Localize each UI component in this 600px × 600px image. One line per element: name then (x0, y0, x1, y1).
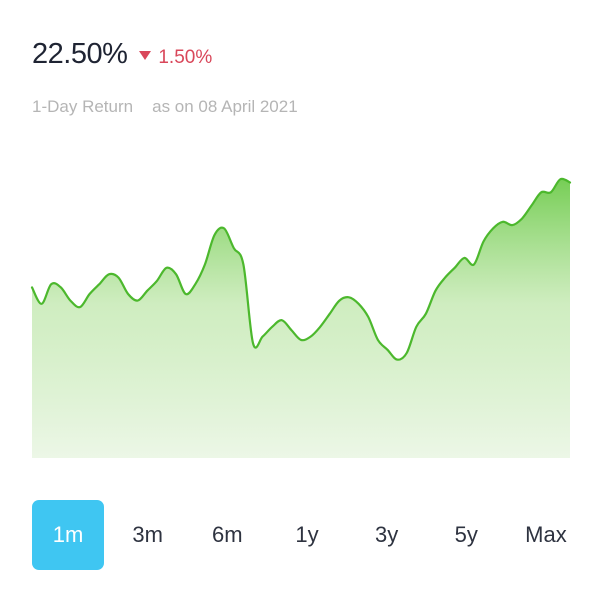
as-on-date: as on 08 April 2021 (152, 97, 298, 116)
chart-area (32, 178, 570, 458)
change-value: 1.50% (158, 47, 213, 68)
range-button-3m[interactable]: 3m (132, 522, 163, 547)
range-button-max[interactable]: Max (525, 522, 567, 547)
range-button-1m[interactable]: 1m (32, 500, 104, 570)
return-value: 22.50% (32, 38, 128, 70)
chart-line (30, 177, 572, 361)
range-button-1y[interactable]: 1y (295, 522, 319, 547)
return-subtitle: 1-Day Return as on 08 April 2021 (32, 97, 298, 117)
range-button-5y[interactable]: 5y (454, 522, 478, 547)
return-label: 1-Day Return (32, 97, 134, 116)
change-indicator: 1.50% (139, 47, 212, 69)
time-range-selector: 1m 3m 6m 1y 3y 5y Max (32, 500, 582, 570)
down-arrow-icon (139, 51, 152, 60)
range-button-3y[interactable]: 3y (375, 522, 399, 547)
range-button-6m[interactable]: 6m (212, 522, 243, 547)
return-header: 22.50% 1.50% (32, 38, 212, 82)
